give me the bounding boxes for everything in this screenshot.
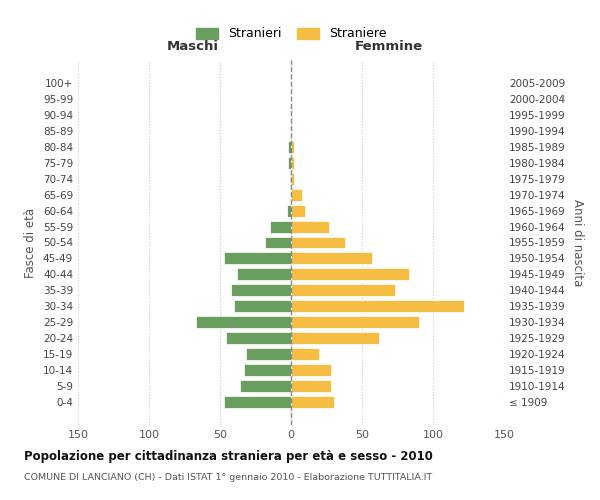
Bar bbox=[291, 380, 331, 392]
Bar bbox=[291, 284, 395, 296]
Text: Femmine: Femmine bbox=[355, 40, 423, 52]
Bar bbox=[291, 172, 294, 184]
Bar bbox=[270, 220, 291, 232]
Bar bbox=[265, 236, 291, 248]
Bar bbox=[291, 348, 319, 360]
Bar bbox=[290, 172, 291, 184]
Y-axis label: Anni di nascita: Anni di nascita bbox=[571, 199, 584, 286]
Bar bbox=[196, 316, 291, 328]
Bar bbox=[291, 396, 334, 408]
Bar bbox=[291, 204, 305, 216]
Bar bbox=[291, 364, 331, 376]
Bar bbox=[291, 316, 419, 328]
Bar bbox=[240, 380, 291, 392]
Bar bbox=[291, 268, 409, 280]
Bar bbox=[287, 204, 291, 216]
Text: Maschi: Maschi bbox=[167, 40, 219, 52]
Text: Popolazione per cittadinanza straniera per età e sesso - 2010: Popolazione per cittadinanza straniera p… bbox=[24, 450, 433, 463]
Bar bbox=[245, 348, 291, 360]
Bar bbox=[288, 156, 291, 168]
Bar bbox=[291, 156, 294, 168]
Bar bbox=[291, 332, 379, 344]
Bar bbox=[291, 236, 345, 248]
Bar bbox=[291, 252, 372, 264]
Bar bbox=[291, 300, 464, 312]
Bar bbox=[291, 188, 302, 200]
Bar bbox=[244, 364, 291, 376]
Legend: Stranieri, Straniere: Stranieri, Straniere bbox=[191, 22, 392, 46]
Bar bbox=[291, 140, 294, 152]
Bar bbox=[291, 220, 329, 232]
Bar bbox=[288, 140, 291, 152]
Text: COMUNE DI LANCIANO (CH) - Dati ISTAT 1° gennaio 2010 - Elaborazione TUTTITALIA.I: COMUNE DI LANCIANO (CH) - Dati ISTAT 1° … bbox=[24, 472, 432, 482]
Bar bbox=[237, 268, 291, 280]
Bar bbox=[224, 252, 291, 264]
Bar bbox=[232, 284, 291, 296]
Bar bbox=[234, 300, 291, 312]
Bar bbox=[226, 332, 291, 344]
Bar bbox=[224, 396, 291, 408]
Y-axis label: Fasce di età: Fasce di età bbox=[25, 208, 37, 278]
